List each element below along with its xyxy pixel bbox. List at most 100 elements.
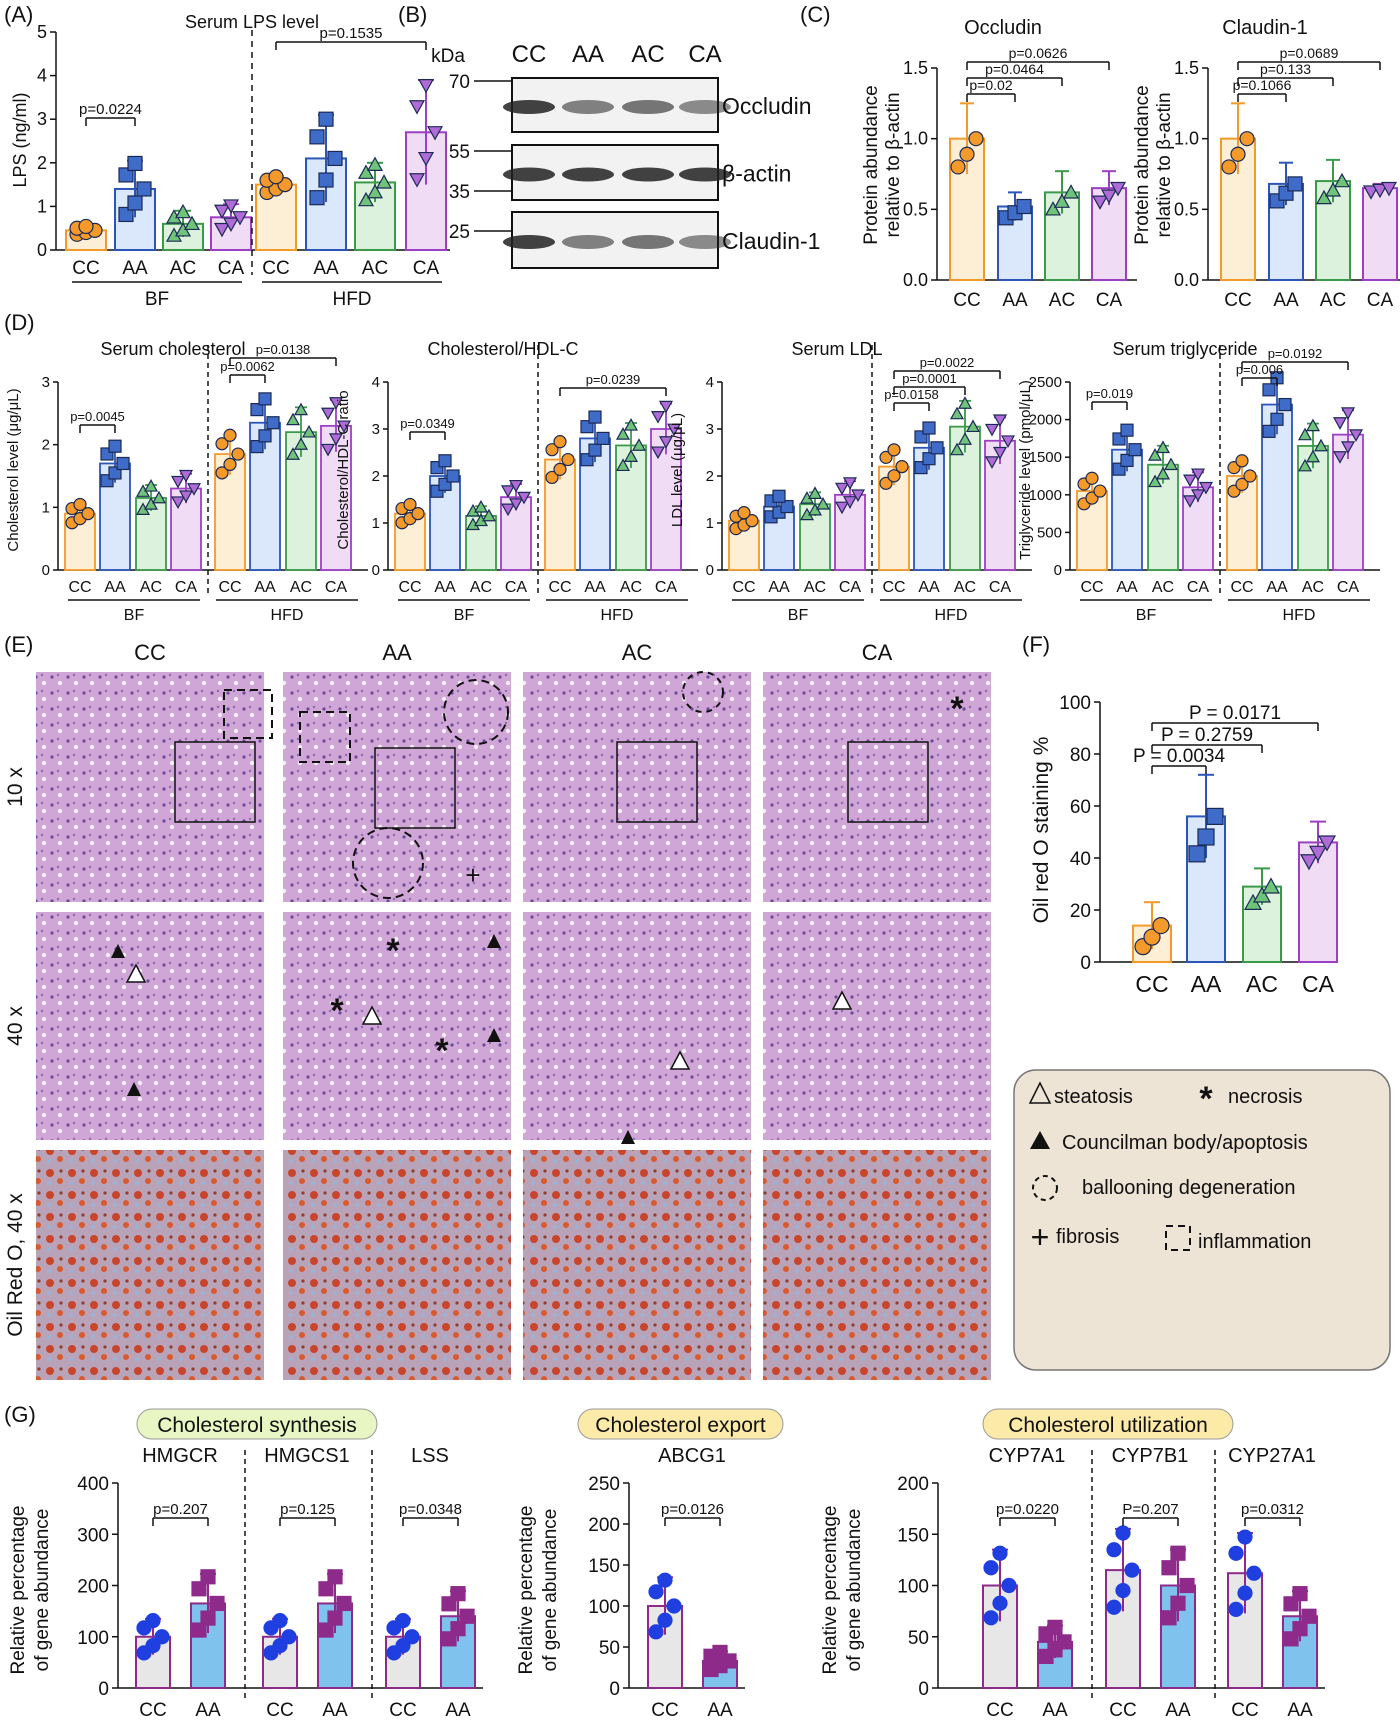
panelA-point bbox=[127, 195, 143, 211]
panelA-y-tick-label: 2 bbox=[37, 153, 47, 173]
panelD-tg-x-label: AA bbox=[1116, 579, 1138, 596]
panelF-x-label-CC: CC bbox=[1135, 971, 1168, 997]
panelD-tg-ylabel: Triglyceride level (pmol/μL) bbox=[1017, 380, 1034, 560]
panelD-tg-x-label: AA bbox=[1266, 579, 1288, 596]
panelD-chol-point bbox=[151, 490, 167, 504]
panelD-chol-point bbox=[328, 433, 344, 446]
panelF-point bbox=[1152, 916, 1170, 935]
panelG-y-tick-label: 300 bbox=[77, 1525, 109, 1546]
panelD-ratio-title: Cholesterol/HDL-C bbox=[427, 339, 578, 359]
panelE-legend-fibrosis: fibrosis bbox=[1056, 1226, 1119, 1248]
panelG-point bbox=[1246, 1565, 1262, 1581]
panelA-point bbox=[309, 190, 325, 206]
panelD-ratio-x-label: AA bbox=[434, 579, 456, 596]
panelB-band bbox=[622, 100, 674, 114]
panelC-occludin-point bbox=[1016, 198, 1032, 215]
panelG-point bbox=[154, 1629, 170, 1645]
panelG-point bbox=[327, 1610, 343, 1626]
steatosis-icon bbox=[1028, 1081, 1052, 1104]
panelA-group-HFD: HFD bbox=[332, 289, 371, 310]
panelD-ldl-point bbox=[930, 441, 944, 455]
panelD-ratio-point bbox=[500, 503, 516, 517]
panelF-point bbox=[1206, 807, 1224, 826]
panelD-tg-y-tick-label: 0 bbox=[1054, 562, 1062, 579]
panelA-point bbox=[417, 78, 435, 94]
panelE-steatosis-mark bbox=[125, 963, 147, 983]
panelD-chol-x-label: AA bbox=[254, 579, 276, 596]
panelF-ylabel: Oil red O staining % bbox=[1030, 737, 1053, 924]
panelD-ldl-y-tick-label: 4 bbox=[706, 374, 714, 391]
panelG-y-tick-label: 0 bbox=[918, 1679, 929, 1700]
panelG-tag-0: Cholesterol synthesis bbox=[157, 1414, 357, 1437]
panelG-x-label-CC: CC bbox=[651, 1700, 678, 1721]
panelE-apoptosis-mark bbox=[127, 1082, 141, 1096]
panelC-claudin-p1-pvalue: p=0.1066 bbox=[1233, 77, 1292, 93]
panelD-ldl-p1-pvalue: p=0.0001 bbox=[902, 371, 957, 386]
panelD-ldl-point bbox=[879, 450, 893, 464]
panelD-ldl-point bbox=[984, 423, 1000, 437]
panelD-ratio-point bbox=[658, 400, 674, 414]
panelG-point bbox=[648, 1624, 664, 1640]
panel-label-A: (A) bbox=[4, 2, 33, 27]
panelG-point bbox=[1161, 1560, 1177, 1576]
panelA-title: Serum LPS level bbox=[185, 12, 319, 32]
panelG-ylabel-2: of gene abundance bbox=[540, 1509, 561, 1672]
panelF-x-label-CA: CA bbox=[1302, 971, 1335, 997]
panelA-x-label-CA: CA bbox=[218, 258, 245, 279]
panelE-image-r2-c2 bbox=[523, 1150, 751, 1380]
panelA-point bbox=[417, 151, 435, 167]
panelD-tg-x-label: CC bbox=[1080, 579, 1103, 596]
panelF-p1-pvalue: P = 0.0034 bbox=[1133, 746, 1226, 767]
panelA-y-tick-label: 3 bbox=[37, 109, 47, 129]
panelF-point bbox=[1252, 886, 1272, 903]
panelG-point bbox=[200, 1569, 216, 1585]
panelG-point bbox=[712, 1644, 728, 1661]
panelA-y-tick-label: 1 bbox=[37, 196, 47, 216]
panelC-occludin-point bbox=[1044, 201, 1062, 216]
panelG-point bbox=[1056, 1634, 1072, 1650]
panelF-point bbox=[1299, 854, 1319, 871]
panelC-occludin-y-tick-label: 0.5 bbox=[903, 199, 928, 219]
panelE-legend-necrosis: necrosis bbox=[1228, 1086, 1302, 1108]
panelG-point bbox=[983, 1560, 999, 1576]
panelD-chol-point bbox=[258, 429, 272, 443]
panelA-point bbox=[357, 191, 375, 207]
panelG-gene-HMGCS1: HMGCS1 bbox=[264, 1445, 350, 1467]
panelF-point bbox=[1197, 828, 1215, 846]
panelC-claudin-ylabel-2: relative to β-actin bbox=[1154, 92, 1175, 237]
panelD-ldl-group-BF: BF bbox=[788, 607, 809, 624]
panelE-zoom-box bbox=[174, 741, 256, 823]
panelE-legend-steatosis: steatosis bbox=[1054, 1086, 1133, 1108]
panelD-ratio-y-tick-label: 4 bbox=[372, 374, 380, 391]
panelG-tag-box-0 bbox=[136, 1408, 378, 1440]
panelG-bar-CYP27A1-CC bbox=[1227, 1572, 1263, 1689]
inflammation-icon bbox=[1165, 1225, 1191, 1251]
panelD-ldl-point bbox=[992, 414, 1008, 428]
panelE-image-r0-c1 bbox=[283, 672, 511, 902]
panelC-occludin-p3-pvalue: p=0.0626 bbox=[1009, 45, 1068, 61]
panelC-claudin-p3-pvalue: p=0.0689 bbox=[1280, 45, 1339, 61]
panelC-occludin-p1-pvalue: p=0.02 bbox=[969, 77, 1012, 93]
panelE-steatosis-mark bbox=[669, 1050, 691, 1070]
panelD-chol-y-tick-label: 2 bbox=[42, 437, 50, 454]
panelC-occludin-y-tick-label: 0.0 bbox=[903, 270, 928, 290]
panelG-x-label-AA: AA bbox=[445, 1700, 471, 1721]
panel-label-C: (C) bbox=[800, 2, 831, 27]
panel-label-F: (F) bbox=[1022, 632, 1050, 657]
panelG-y-tick-label: 150 bbox=[588, 1556, 620, 1577]
panelD-chol-x-label: AA bbox=[104, 579, 126, 596]
panelD-tg-point bbox=[1182, 495, 1198, 508]
panelD-ratio-x-label: CC bbox=[398, 579, 421, 596]
panelG-point bbox=[1161, 1610, 1177, 1626]
panelD-tg-y-tick-label: 2000 bbox=[1029, 412, 1062, 429]
panelB-band-label-1: β-actin bbox=[722, 161, 791, 187]
panelD-ratio-y-tick-label: 3 bbox=[372, 421, 380, 438]
panelD-ratio-p1-pvalue: p=0.0239 bbox=[586, 372, 641, 387]
panelE-necrosis-mark: * bbox=[330, 992, 344, 1030]
panelC-claudin-point bbox=[1362, 185, 1380, 200]
panelG-point bbox=[272, 1638, 288, 1654]
panelG-CYP7A1-pvalue: p=0.0220 bbox=[996, 1501, 1059, 1518]
panelD-tg-y-tick-label: 500 bbox=[1037, 524, 1062, 541]
panel-label-B: (B) bbox=[398, 2, 427, 27]
panelD-ldl-point bbox=[842, 496, 858, 509]
